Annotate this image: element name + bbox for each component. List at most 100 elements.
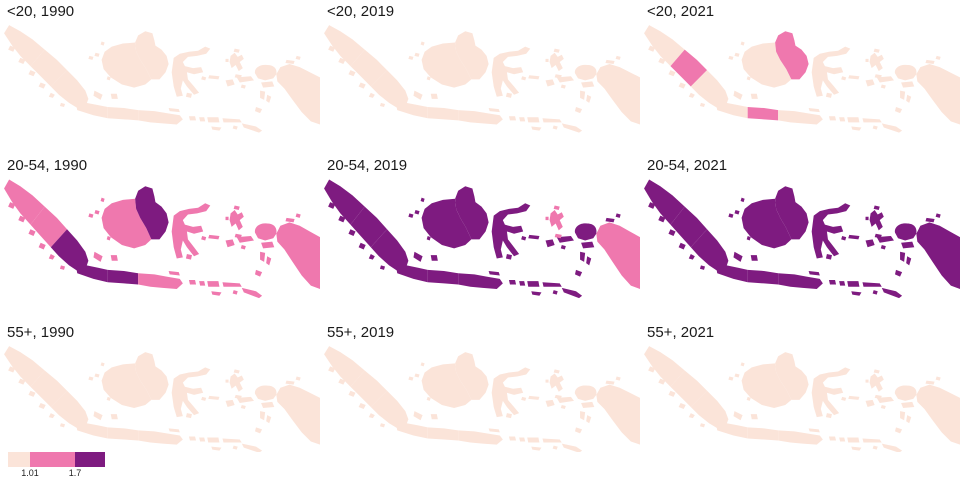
region-maluku <box>528 75 592 114</box>
region-sulawesi <box>491 203 531 259</box>
region-papua-west <box>574 385 597 409</box>
region-kalimantan-east <box>455 31 489 80</box>
region-kalimantan-main <box>741 198 792 249</box>
region-sumatra-central <box>350 206 388 248</box>
region-maluku-north <box>865 369 884 399</box>
indonesia-map-template <box>4 25 320 133</box>
region-java-west <box>396 422 428 439</box>
region-java-west <box>396 264 428 283</box>
region-maluku-north <box>545 369 564 399</box>
panel-under20-2019: <20, 2019 <box>320 0 640 148</box>
region-maluku <box>208 234 272 277</box>
panel-title: 55+, 1990 <box>7 324 75 341</box>
region-sulawesi <box>171 203 211 259</box>
panel-title: 20-54, 1990 <box>7 157 88 174</box>
region-kalimantan-main <box>421 42 472 88</box>
region-papua-west <box>894 223 917 249</box>
region-bali-nusa-tenggara <box>188 280 263 299</box>
region-java-central <box>107 269 139 285</box>
region-papua-main <box>596 384 640 445</box>
region-papua-west <box>254 223 277 249</box>
region-java-west <box>716 264 748 283</box>
region-kalimantan-east <box>775 186 809 240</box>
panel-under20-1990: <20, 1990 <box>0 0 320 148</box>
region-sumatra-central <box>670 206 708 248</box>
region-maluku-north <box>225 369 244 399</box>
region-sumatra-central <box>670 370 708 408</box>
region-maluku <box>208 75 272 114</box>
region-sumatra-north <box>644 179 685 225</box>
region-java-east <box>458 428 503 445</box>
region-java-east <box>138 270 183 290</box>
region-sulawesi <box>171 367 211 418</box>
region-java-central <box>107 107 139 121</box>
region-bali-nusa-tenggara <box>508 436 583 452</box>
region-sulawesi <box>811 46 851 97</box>
region-sumatra-south <box>690 229 729 273</box>
region-maluku <box>528 395 592 434</box>
region-java-west <box>76 264 108 283</box>
region-maluku <box>528 234 592 277</box>
legend-swatches <box>8 452 128 467</box>
region-bali-nusa-tenggara <box>188 116 263 133</box>
region-maluku-north <box>545 205 564 239</box>
region-papua-west <box>894 385 917 409</box>
indonesia-choropleth <box>0 175 320 315</box>
legend-swatch-mid <box>30 452 75 467</box>
indonesia-map-template <box>324 25 640 133</box>
region-kalimantan-east <box>775 352 809 400</box>
region-kalimantan-east <box>455 186 489 240</box>
region-kalimantan-east <box>135 352 169 400</box>
indonesia-map-template <box>4 179 320 299</box>
region-java-east <box>778 108 823 125</box>
region-kalimantan-main <box>101 363 152 409</box>
region-sulawesi <box>811 203 851 259</box>
panel-title: <20, 2021 <box>647 3 715 20</box>
region-java-west <box>76 422 108 439</box>
region-kalimantan-main <box>421 198 472 249</box>
panel-title: 55+, 2019 <box>327 324 395 341</box>
region-sumatra-central <box>30 370 68 408</box>
region-papua-main <box>276 64 320 125</box>
panel-title: 55+, 2021 <box>647 324 715 341</box>
region-kalimantan-main <box>101 198 152 249</box>
region-kalimantan-main <box>421 363 472 409</box>
panel-55plus-2019: 55+, 2019 <box>320 315 640 452</box>
indonesia-map-template <box>4 346 320 452</box>
indonesia-choropleth <box>320 342 640 452</box>
panel-20-54-2021: 20-54, 2021 <box>640 148 960 315</box>
region-java-east <box>778 428 823 445</box>
region-papua-main <box>916 384 960 445</box>
region-sumatra-south <box>690 390 729 430</box>
region-java-central <box>427 269 459 285</box>
region-sumatra-north <box>324 346 365 387</box>
region-papua-west <box>254 64 277 88</box>
legend-tick-mid-high: 1.7 <box>68 468 82 478</box>
legend-ticks: 1.01 1.7 <box>8 467 128 479</box>
small-multiples-grid: <20, 1990 <20, 2019 <20, 2021 <box>0 0 960 452</box>
region-maluku-north <box>545 48 564 79</box>
region-sumatra-south <box>370 229 409 273</box>
color-legend: 1.01 1.7 <box>8 452 128 479</box>
region-bali-nusa-tenggara <box>508 116 583 133</box>
region-kalimantan-main <box>741 363 792 409</box>
region-java-east <box>458 270 503 290</box>
indonesia-map-template <box>644 25 960 133</box>
region-maluku <box>848 395 912 434</box>
region-maluku-north <box>865 205 884 239</box>
indonesia-map-template <box>324 179 640 299</box>
region-sumatra-south <box>50 229 89 273</box>
region-sulawesi <box>491 46 531 97</box>
region-sulawesi <box>811 367 851 418</box>
region-kalimantan-main <box>741 42 792 88</box>
region-sumatra-central <box>30 49 68 87</box>
panel-20-54-1990: 20-54, 1990 <box>0 148 320 315</box>
panel-55plus-1990: 55+, 1990 <box>0 315 320 452</box>
region-kalimantan-east <box>455 352 489 400</box>
region-maluku <box>208 395 272 434</box>
region-papua-main <box>596 222 640 290</box>
region-java-east <box>138 108 183 125</box>
region-papua-west <box>254 385 277 409</box>
panel-title: 20-54, 2019 <box>327 157 408 174</box>
panel-20-54-2019: 20-54, 2019 <box>320 148 640 315</box>
